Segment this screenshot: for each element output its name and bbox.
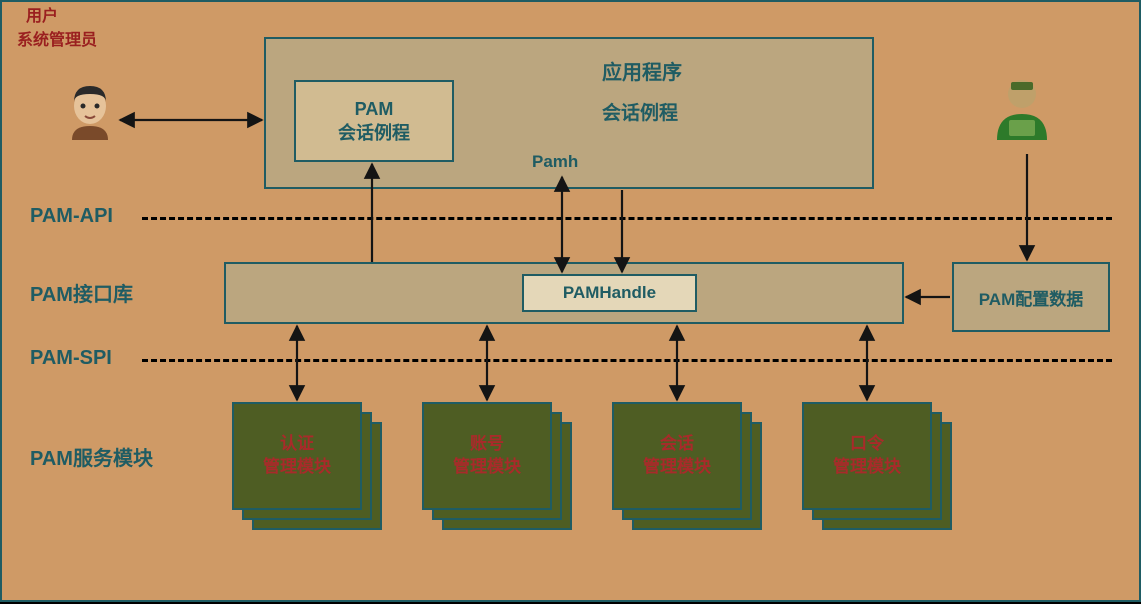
app-title: 应用程序 [602, 56, 682, 85]
module-line2: 管理模块 [643, 456, 711, 479]
module-card-front: 认证管理模块 [232, 402, 362, 510]
module-line2: 管理模块 [263, 456, 331, 479]
pam-session-line1: PAM [355, 97, 394, 121]
module-line1: 认证 [280, 433, 314, 456]
module-card-front: 口令管理模块 [802, 402, 932, 510]
app-subtitle: 会话例程 [602, 98, 678, 125]
user-label: 用户 [2, 2, 82, 26]
module-stack-3: 口令管理模块 [802, 402, 957, 537]
pam-handle-box: PAMHandle [522, 274, 697, 312]
row-label-spi: PAM-SPI [30, 347, 112, 370]
module-line1: 账号 [470, 433, 504, 456]
divider-pam-spi [142, 359, 1112, 362]
module-card-front: 会话管理模块 [612, 402, 742, 510]
pam-session-box: PAM 会话例程 [294, 80, 454, 162]
module-line1: 会话 [660, 433, 694, 456]
pam-handle-label: PAMHandle [563, 283, 656, 303]
row-label-modules: PAM服务模块 [30, 442, 153, 471]
module-stack-2: 会话管理模块 [612, 402, 767, 537]
pam-config-label: PAM配置数据 [979, 285, 1084, 310]
admin-icon [987, 74, 1057, 144]
row-label-lib: PAM接口库 [30, 278, 133, 307]
divider-pam-api [142, 217, 1112, 220]
module-card-front: 账号管理模块 [422, 402, 552, 510]
pam-config-box: PAM配置数据 [952, 262, 1110, 332]
module-line2: 管理模块 [453, 456, 521, 479]
module-line2: 管理模块 [833, 456, 901, 479]
module-stack-0: 认证管理模块 [232, 402, 387, 537]
admin-label: 系统管理员 [2, 26, 112, 50]
user-icon [60, 82, 120, 142]
module-stack-1: 账号管理模块 [422, 402, 577, 537]
module-line1: 口令 [850, 433, 884, 456]
pamh-label: Pamh [532, 152, 578, 172]
row-label-api: PAM-API [30, 205, 113, 228]
pam-session-line2: 会话例程 [338, 121, 410, 145]
